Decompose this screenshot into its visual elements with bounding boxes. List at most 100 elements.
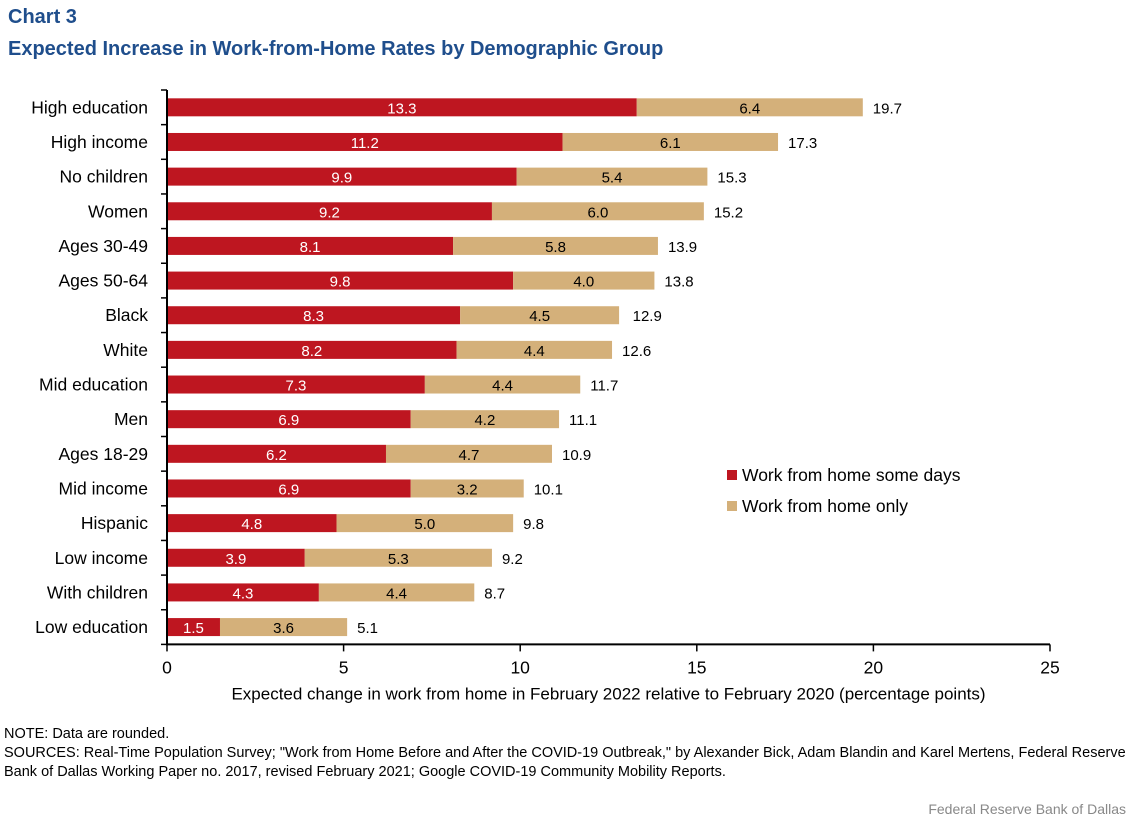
bar-segment [167,202,492,221]
data-label: 3.9 [225,551,246,568]
data-label: 9.9 [331,170,352,187]
legend-label: Work from home only [742,496,908,516]
bar-segment [491,202,704,221]
data-label: 7.3 [285,378,306,395]
chart-plot: High education 13.3 6.4 19.7 High income 11.2… [31,89,1060,703]
data-label: 5.0 [414,516,435,533]
bar-segment [167,132,563,151]
x-tick-label: 15 [687,657,706,677]
bar-segment [318,583,475,602]
total-label: 19.7 [873,100,902,117]
category-label: Ages 18-29 [58,444,148,464]
bar-segment [219,618,348,637]
bar-segment [304,548,492,567]
data-label: 4.4 [492,378,513,395]
legend-swatch [727,470,737,480]
data-label: 4.8 [241,516,262,533]
bar-segment [453,236,658,255]
bar-segment [167,444,386,463]
category-label: Low education [35,617,148,637]
category-label: Hispanic [81,513,148,533]
total-label: 5.1 [357,620,378,637]
data-label: 8.3 [303,308,324,325]
total-label: 12.6 [622,343,651,360]
total-label: 15.3 [717,170,746,187]
bar-segment [410,410,560,429]
bar-segment [167,167,517,186]
bar-segment [167,98,637,117]
total-label: 9.8 [523,516,544,533]
category-label: Low income [55,548,148,568]
x-tick-label: 0 [162,657,172,677]
legend-label: Work from home some days [742,465,961,485]
category-label: Black [105,305,148,325]
data-label: 1.5 [183,620,204,637]
total-label: 15.2 [714,204,743,221]
bar-segment [456,340,613,359]
bar-segment [336,514,514,533]
data-label: 8.2 [301,343,322,360]
total-label: 10.9 [562,447,591,464]
bar-segment [516,167,708,186]
chart-number: Chart 3 [8,6,77,28]
data-label: 6.9 [278,481,299,498]
category-label: Ages 50-64 [58,271,148,291]
data-label: 13.3 [387,100,416,117]
total-label: 8.7 [484,585,505,602]
data-label: 6.9 [278,412,299,429]
data-label: 4.3 [233,585,254,602]
category-label: Men [114,409,148,429]
data-label: 4.2 [474,412,495,429]
bar-segment [167,340,457,359]
data-label: 11.2 [351,135,379,152]
data-label: 6.4 [739,100,760,117]
bar-segment [167,271,514,290]
bar-segment [167,583,319,602]
bar-segment [562,132,779,151]
bar-segment [410,479,524,498]
bar-segment [385,444,552,463]
total-label: 11.1 [569,412,597,429]
category-label: High education [31,97,148,117]
data-label: 4.5 [529,308,550,325]
data-label: 6.1 [660,135,681,152]
total-label: 9.2 [502,551,523,568]
bar-segment [167,306,461,325]
total-label: 17.3 [788,135,817,152]
data-label: 5.8 [545,239,566,256]
bar-segment [513,271,655,290]
category-label: Mid education [39,375,148,395]
total-label: 12.9 [633,308,662,325]
bar-segment [167,479,411,498]
x-tick-label: 5 [339,657,349,677]
data-label: 4.4 [386,585,407,602]
data-label: 4.0 [573,274,594,291]
bar-segment [167,236,454,255]
category-label: Ages 30-49 [58,236,148,256]
x-tick-label: 20 [864,657,884,677]
x-tick-label: 10 [510,657,530,677]
total-label: 11.7 [590,378,618,395]
bar-segment [424,375,581,394]
sources-text: SOURCES: Real-Time Population Survey; "W… [4,745,1126,780]
x-axis-title: Expected change in work from home in Feb… [231,684,985,703]
bar-segment [167,618,220,637]
data-label: 4.7 [459,447,480,464]
data-label: 9.8 [330,274,351,291]
total-label: 13.8 [664,274,693,291]
category-label: High income [51,132,148,152]
bar-segment [636,98,863,117]
category-label: Women [88,201,148,221]
bar-segment [167,548,305,567]
note-text: NOTE: Data are rounded. [4,726,170,742]
credit: Federal Reserve Bank of Dallas [928,801,1126,817]
data-label: 3.2 [457,481,478,498]
data-label: 9.2 [319,204,340,221]
bar-segment [167,514,337,533]
bar-segment [167,410,411,429]
category-label: Mid income [59,478,148,498]
data-label: 6.0 [587,204,608,221]
data-label: 5.3 [388,551,409,568]
category-label: With children [47,582,148,602]
category-label: No children [59,167,148,187]
